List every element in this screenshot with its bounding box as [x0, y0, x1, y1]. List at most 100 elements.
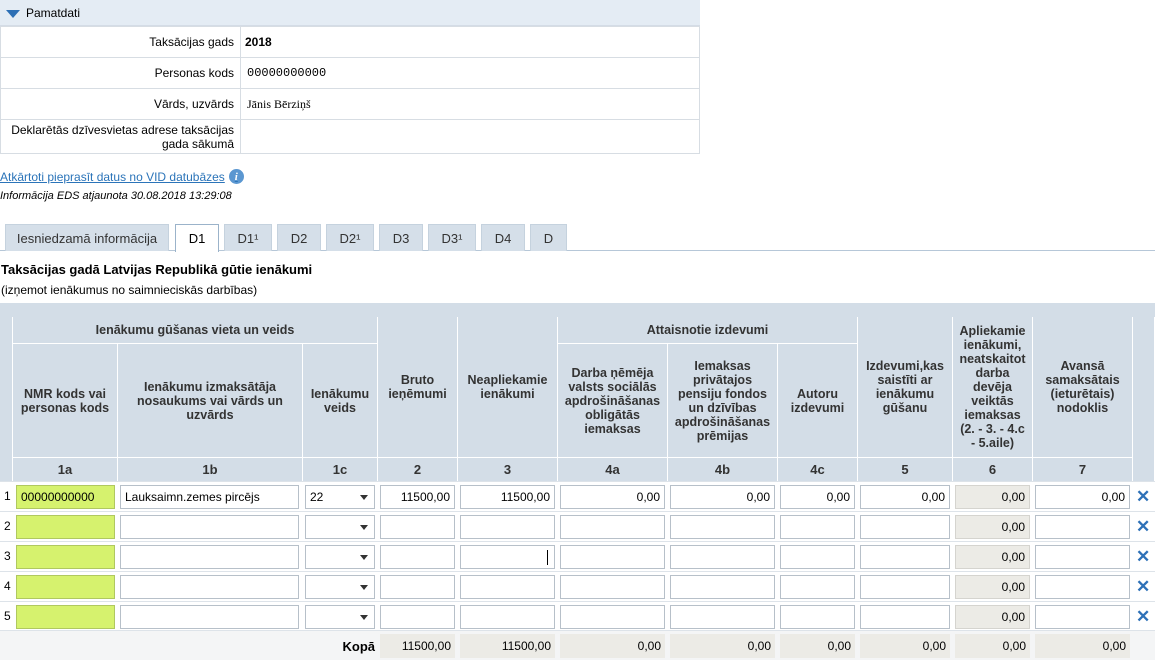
table-row: 4 0,00 ✕: [0, 571, 1155, 601]
non-taxable-income-input[interactable]: 11500,00: [460, 485, 555, 509]
personal-code-value: 00000000000: [240, 57, 700, 89]
personal-code-label: Personas kods: [0, 57, 241, 89]
advance-tax-input[interactable]: [1035, 575, 1130, 599]
nmr-code-input[interactable]: [16, 545, 115, 569]
income-table: Ienākumu gūšanas vieta un veids NMR kods…: [0, 303, 1155, 660]
author-expenses-input[interactable]: [780, 605, 855, 629]
payer-name-input[interactable]: [120, 605, 299, 629]
total-income-expenses: 0,00: [860, 634, 950, 658]
eds-update-note: Informācija EDS atjaunota 30.08.2018 13:…: [0, 190, 232, 202]
section-title: Taksācijas gadā Latvijas Republikā gūtie…: [1, 262, 313, 277]
advance-tax-input[interactable]: [1035, 605, 1130, 629]
tab-d1[interactable]: D1: [175, 224, 219, 252]
non-taxable-income-input[interactable]: [460, 575, 555, 599]
totals-row: Kopā 11500,00 11500,00 0,00 0,00 0,00 0,…: [0, 630, 1155, 660]
advance-tax-input[interactable]: [1035, 545, 1130, 569]
pension-fund-input[interactable]: [670, 575, 775, 599]
tab-d3[interactable]: D3: [379, 224, 423, 251]
taxable-income-value: 0,00: [955, 575, 1030, 599]
total-label: Kopā: [342, 639, 376, 654]
author-expenses-input[interactable]: 0,00: [780, 485, 855, 509]
social-insurance-input[interactable]: [560, 545, 665, 569]
tax-year-value: 2018: [240, 26, 700, 58]
non-taxable-income-input[interactable]: [460, 515, 555, 539]
nmr-code-input[interactable]: [16, 575, 115, 599]
delete-row-icon[interactable]: ✕: [1136, 577, 1151, 596]
pension-fund-input[interactable]: [670, 515, 775, 539]
refetch-vid-data-label[interactable]: Atkārtoti pieprasīt datus no VID datubāz…: [0, 169, 225, 184]
delete-row-icon[interactable]: ✕: [1136, 607, 1151, 626]
pension-fund-input[interactable]: 0,00: [670, 485, 775, 509]
tab-d1-1[interactable]: D1¹: [224, 224, 272, 251]
income-type-select[interactable]: 22: [305, 485, 375, 509]
author-expenses-input[interactable]: [780, 575, 855, 599]
form-tabs: Iesniedzamā informācija D1 D1¹ D2 D2¹ D3…: [0, 223, 1155, 252]
col-number-5: 5: [858, 457, 953, 481]
row-number: 2: [4, 519, 11, 533]
income-type-select[interactable]: [305, 545, 375, 569]
pension-fund-input[interactable]: [670, 605, 775, 629]
payer-name-input[interactable]: [120, 545, 299, 569]
nmr-code-input[interactable]: [16, 515, 115, 539]
tab-d4[interactable]: D4: [481, 224, 525, 251]
collapse-triangle-icon[interactable]: [6, 9, 20, 18]
nmr-code-input[interactable]: [16, 605, 115, 629]
col-5-header: Izdevumi,kas saistīti ar ienākumu gūšanu: [858, 317, 953, 457]
income-expenses-input[interactable]: [860, 575, 950, 599]
info-icon[interactable]: i: [228, 169, 244, 184]
tab-d3-1[interactable]: D3¹: [428, 224, 476, 251]
social-insurance-input[interactable]: [560, 575, 665, 599]
table-row: 3 0,00 ✕: [0, 541, 1155, 571]
social-insurance-input[interactable]: [560, 605, 665, 629]
row-number-header: [0, 317, 13, 481]
full-name-label: Vārds, uzvārds: [0, 88, 241, 120]
payer-name-input[interactable]: [120, 575, 299, 599]
refetch-vid-data-link[interactable]: Atkārtoti pieprasīt datus no VID datubāz…: [0, 169, 244, 184]
gross-income-input[interactable]: [380, 575, 455, 599]
author-expenses-input[interactable]: [780, 515, 855, 539]
income-expenses-input[interactable]: [860, 515, 950, 539]
income-expenses-input[interactable]: 0,00: [860, 485, 950, 509]
tab-d[interactable]: D: [530, 224, 567, 251]
tab-d2-1[interactable]: D2¹: [326, 224, 374, 251]
table-header: Ienākumu gūšanas vieta un veids NMR kods…: [0, 303, 1155, 481]
social-insurance-input[interactable]: 0,00: [560, 485, 665, 509]
gross-income-input[interactable]: [380, 605, 455, 629]
group-income-source-header: Ienākumu gūšanas vieta un veids: [13, 317, 378, 343]
taxable-income-value: 0,00: [955, 485, 1030, 509]
advance-tax-input[interactable]: [1035, 515, 1130, 539]
nmr-code-input[interactable]: 00000000000: [16, 485, 115, 509]
income-type-select[interactable]: [305, 515, 375, 539]
non-taxable-income-input[interactable]: [460, 545, 555, 569]
table-row: 1 00000000000 Lauksaimn.zemes pircējs 22…: [0, 481, 1155, 511]
delete-row-icon[interactable]: ✕: [1136, 517, 1151, 536]
non-taxable-income-input[interactable]: [460, 605, 555, 629]
tab-d2[interactable]: D2: [277, 224, 321, 251]
actions-header: [1133, 317, 1155, 481]
social-insurance-input[interactable]: [560, 515, 665, 539]
income-expenses-input[interactable]: [860, 545, 950, 569]
advance-tax-input[interactable]: 0,00: [1035, 485, 1130, 509]
pension-fund-input[interactable]: [670, 545, 775, 569]
payer-name-input[interactable]: Lauksaimn.zemes pircējs: [120, 485, 299, 509]
payer-name-input[interactable]: [120, 515, 299, 539]
panel-header[interactable]: Pamatdati: [0, 0, 700, 26]
total-gross-income: 11500,00: [380, 634, 455, 658]
table-row: 2 0,00 ✕: [0, 511, 1155, 541]
delete-row-icon[interactable]: ✕: [1136, 547, 1151, 566]
table-row: 5 0,00 ✕: [0, 601, 1155, 631]
tab-iesniedzama[interactable]: Iesniedzamā informācija: [5, 224, 169, 251]
gross-income-input[interactable]: [380, 515, 455, 539]
group-justified-expenses-header: Attaisnotie izdevumi: [558, 317, 858, 343]
gross-income-input[interactable]: 11500,00: [380, 485, 455, 509]
income-type-select[interactable]: [305, 605, 375, 629]
col-1c-header: Ienākumu veids: [303, 344, 378, 457]
author-expenses-input[interactable]: [780, 545, 855, 569]
chevron-down-icon: [360, 524, 368, 530]
delete-row-icon[interactable]: ✕: [1136, 487, 1151, 506]
col-7-header: Avansā samaksātais (ieturētais) nodoklis: [1033, 317, 1133, 457]
income-expenses-input[interactable]: [860, 605, 950, 629]
gross-income-input[interactable]: [380, 545, 455, 569]
income-type-select[interactable]: [305, 575, 375, 599]
col-1a-header: NMR kods vai personas kods: [13, 344, 118, 457]
